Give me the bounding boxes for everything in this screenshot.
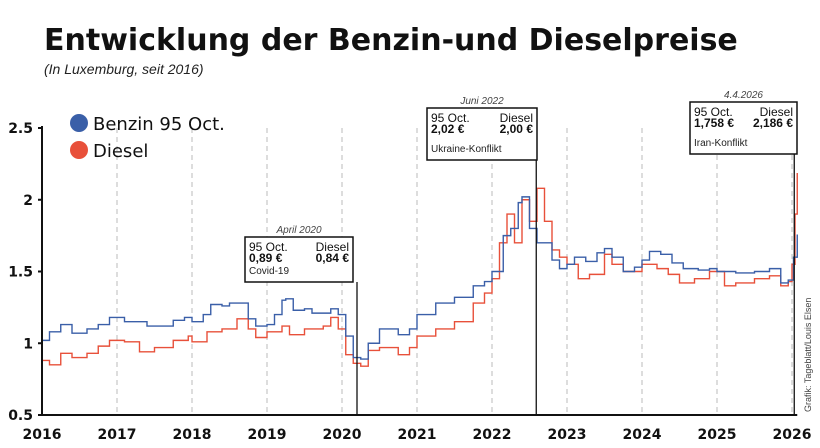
annotation-benzin-value: 1,758 €: [694, 116, 734, 130]
annotation-diesel-value: 2,00 €: [500, 122, 534, 136]
x-tick-label: 2024: [623, 427, 662, 443]
annotation-iran-konflikt: 4.4.2026 95 Oct. Diesel 1,758 € 2,186 € Iran-…: [689, 90, 798, 415]
legend-diesel-label: Diesel: [93, 141, 148, 162]
chart-title: Entwicklung der Benzin-und Dieselpreise: [44, 23, 738, 58]
diesel-line: [42, 173, 798, 367]
annotation-diesel-label: Diesel: [500, 111, 533, 125]
legend-benzin-marker: [70, 114, 88, 132]
annotation-event: Ukraine-Konflikt: [431, 144, 502, 155]
annotation-diesel-value: 2,186 €: [753, 116, 793, 130]
grid: [116, 128, 793, 415]
annotation-benzin-label: 95 Oct.: [694, 105, 733, 119]
chart-subtitle: (In Luxemburg, seit 2016): [44, 61, 204, 77]
x-tick-label: 2016: [23, 427, 62, 443]
x-tick-label: 2021: [398, 427, 437, 443]
series-lines: [42, 173, 798, 367]
annotation-diesel-value: 0,84 €: [316, 251, 350, 265]
annotation-box: [689, 101, 798, 155]
axes: 2016 2017 2018 2019 2020 2021 2022 2023 2024 2025…: [8, 121, 811, 443]
annotation-covid-19: April 2020 95 Oct. Diesel 0,89 € 0,84 € Covid…: [244, 225, 358, 415]
legend-benzin-label: Benzin 95 Oct.: [93, 114, 225, 135]
x-tick-label: 2017: [98, 427, 137, 443]
benzin-line: [42, 196, 798, 360]
annotation-event: Covid-19: [249, 266, 289, 277]
annotation-benzin-value: 2,02 €: [431, 122, 465, 136]
y-tick-label: 2: [23, 193, 33, 209]
y-tick-label: 2.5: [8, 121, 33, 137]
x-tick-label: 2019: [248, 427, 287, 443]
x-tick-label: 2025: [698, 427, 737, 443]
annotation-event: Iran-Konflikt: [694, 138, 748, 149]
annotation-benzin-label: 95 Oct.: [431, 111, 470, 125]
annotation-box: [426, 107, 538, 161]
x-tick-label: 2026: [773, 427, 812, 443]
y-tick-label: 1: [23, 336, 33, 352]
y-tick-label: 1.5: [8, 265, 33, 281]
annotation-ukraine-konflikt: Juni 2022 95 Oct. Diesel 2,02 € 2,00 € Ukrain…: [426, 96, 538, 415]
annotation-diesel-label: Diesel: [760, 105, 793, 119]
y-tick-label: 0.5: [8, 408, 33, 424]
x-tick-label: 2022: [473, 427, 512, 443]
x-tick-label: 2023: [548, 427, 587, 443]
x-tick-label: 2020: [323, 427, 362, 443]
legend-diesel-marker: [70, 141, 88, 159]
legend: Benzin 95 Oct. Diesel: [70, 114, 225, 162]
annotation-diesel-label: Diesel: [316, 240, 349, 254]
source-credit: Grafik: Tageblatt/Louis Elsen: [803, 298, 813, 412]
annotation-benzin-value: 0,89 €: [249, 251, 283, 265]
annotation-benzin-label: 95 Oct.: [249, 240, 288, 254]
annotations: April 2020 95 Oct. Diesel 0,89 € 0,84 € Covid…: [244, 90, 798, 415]
x-tick-label: 2018: [173, 427, 212, 443]
annotation-date: 4.4.2026: [724, 90, 763, 101]
annotation-box: [244, 236, 354, 283]
annotation-date: April 2020: [275, 225, 321, 236]
annotation-date: Juni 2022: [459, 96, 504, 107]
